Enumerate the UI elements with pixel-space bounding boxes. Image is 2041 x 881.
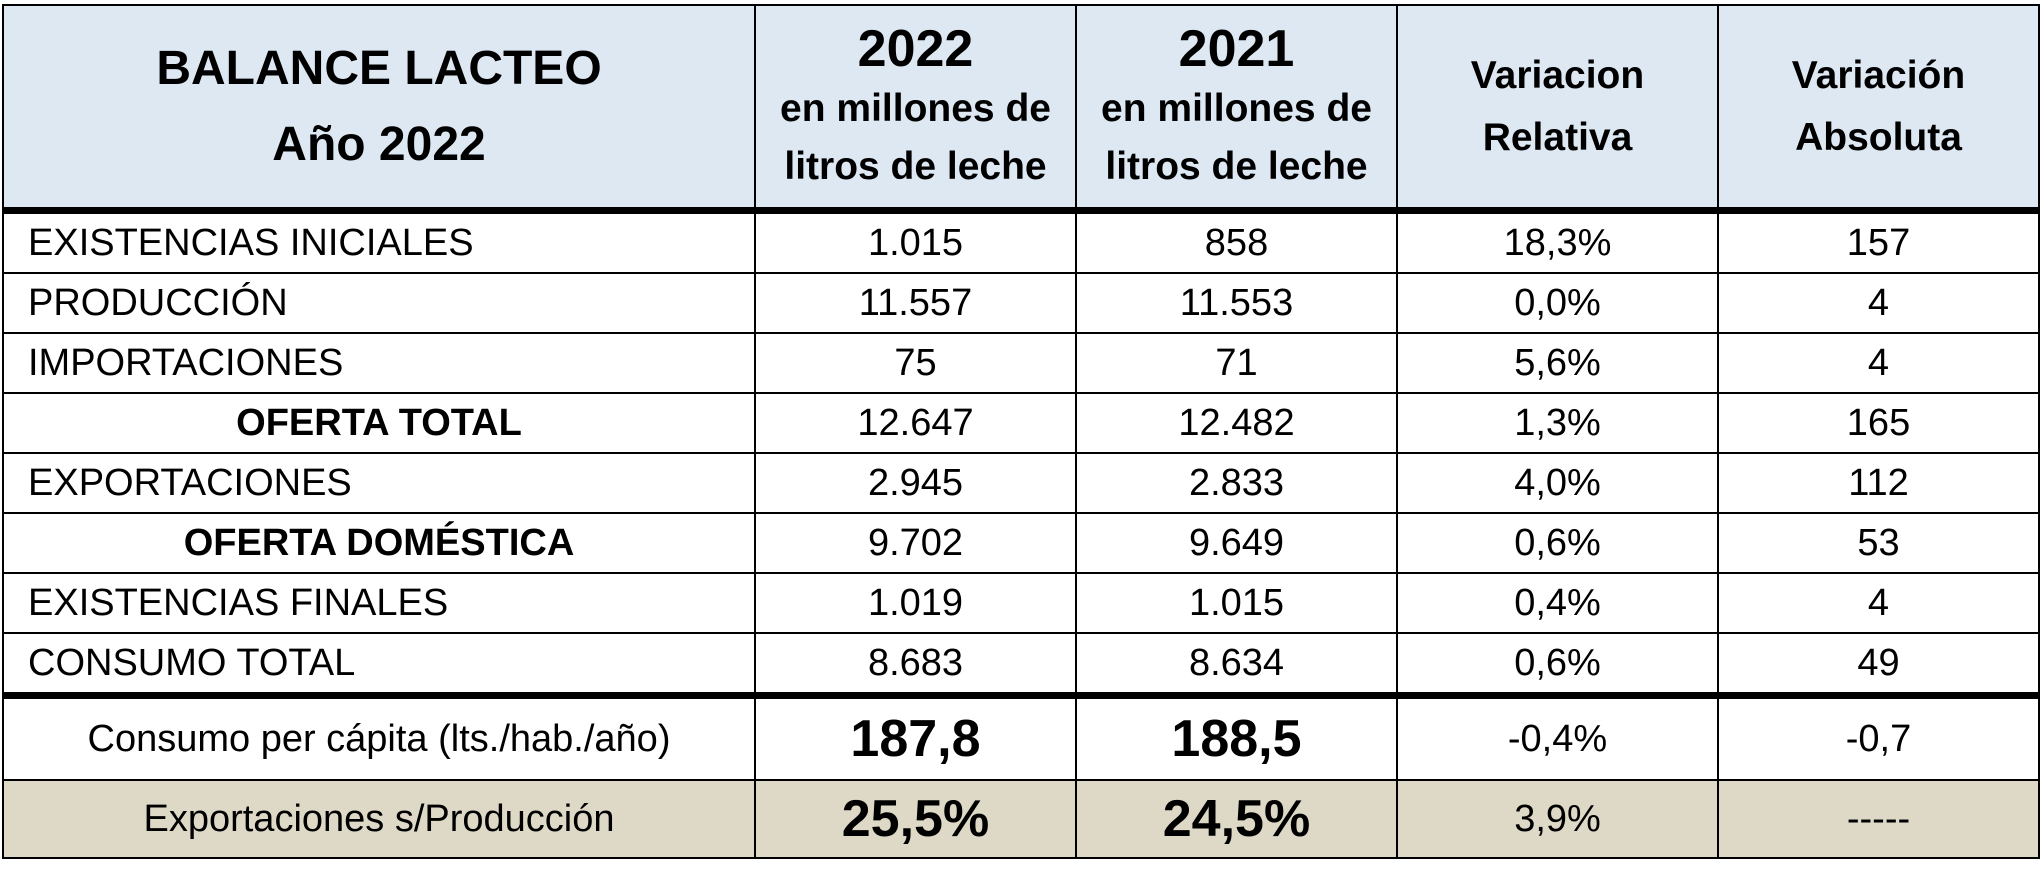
col-2021-unit-line1: en millones de xyxy=(1101,86,1372,130)
header-title-cell: BALANCE LACTEO Año 2022 xyxy=(2,4,756,214)
cell-var-rel: 1,3% xyxy=(1396,392,1719,454)
row-label: OFERTA DOMÉSTICA xyxy=(2,512,756,574)
cell-2022: 25,5% xyxy=(754,779,1077,859)
cell-var-abs: -0,7 xyxy=(1717,692,2040,781)
cell-var-rel: 4,0% xyxy=(1396,452,1719,514)
table-row-existencias-iniciales: EXISTENCIAS INICIALES 1.015 858 18,3% 15… xyxy=(2,209,2040,274)
header-var-abs-cell: Variación Absoluta xyxy=(1717,4,2040,214)
cell-var-abs: ----- xyxy=(1717,779,2040,859)
var-abs-line2: Absoluta xyxy=(1795,115,1962,159)
var-abs-line1: Variación xyxy=(1791,53,1966,97)
cell-var-rel: 0,4% xyxy=(1396,572,1719,634)
cell-2021: 9.649 xyxy=(1075,512,1398,574)
col-2021-unit-line2: litros de leche xyxy=(1105,144,1368,188)
cell-var-abs: 53 xyxy=(1717,512,2040,574)
table-row-importaciones: IMPORTACIONES 75 71 5,6% 4 xyxy=(2,332,2040,394)
cell-var-rel: 3,9% xyxy=(1396,779,1719,859)
cell-var-rel: 0,6% xyxy=(1396,512,1719,574)
header-row: BALANCE LACTEO Año 2022 2022 en millones… xyxy=(2,4,2040,214)
row-label: EXISTENCIAS FINALES xyxy=(2,572,756,634)
balance-lacteo-table-wrapper: BALANCE LACTEO Año 2022 2022 en millones… xyxy=(2,4,2040,859)
cell-var-rel: -0,4% xyxy=(1396,692,1719,781)
table-row-existencias-finales: EXISTENCIAS FINALES 1.019 1.015 0,4% 4 xyxy=(2,572,2040,634)
cell-2022: 12.647 xyxy=(754,392,1077,454)
table-row-oferta-total: OFERTA TOTAL 12.647 12.482 1,3% 165 xyxy=(2,392,2040,454)
cell-var-rel: 0,0% xyxy=(1396,272,1719,334)
row-label: EXPORTACIONES xyxy=(2,452,756,514)
table-row-exportaciones: EXPORTACIONES 2.945 2.833 4,0% 112 xyxy=(2,452,2040,514)
var-rel-line2: Relativa xyxy=(1482,115,1633,159)
table-row-exportaciones-produccion: Exportaciones s/Producción 25,5% 24,5% 3… xyxy=(2,779,2040,859)
cell-2021: 24,5% xyxy=(1075,779,1398,859)
table-row-oferta-domestica: OFERTA DOMÉSTICA 9.702 9.649 0,6% 53 xyxy=(2,512,2040,574)
cell-2021: 858 xyxy=(1075,209,1398,274)
cell-2022: 2.945 xyxy=(754,452,1077,514)
cell-var-abs: 112 xyxy=(1717,452,2040,514)
row-label: IMPORTACIONES xyxy=(2,332,756,394)
cell-2022: 9.702 xyxy=(754,512,1077,574)
table-title: BALANCE LACTEO xyxy=(156,41,602,95)
header-2021-cell: 2021 en millones de litros de leche xyxy=(1075,4,1398,214)
cell-2021: 12.482 xyxy=(1075,392,1398,454)
table-row-consumo-total: CONSUMO TOTAL 8.683 8.634 0,6% 49 xyxy=(2,632,2040,697)
header-var-rel-cell: Variacion Relativa xyxy=(1396,4,1719,214)
col-2022-year: 2022 xyxy=(857,19,974,78)
cell-2021: 188,5 xyxy=(1075,692,1398,781)
cell-var-abs: 4 xyxy=(1717,332,2040,394)
cell-var-abs: 165 xyxy=(1717,392,2040,454)
row-label: EXISTENCIAS INICIALES xyxy=(2,209,756,274)
table-subtitle: Año 2022 xyxy=(272,117,486,171)
row-label: Exportaciones s/Producción xyxy=(2,779,756,859)
row-label: Consumo per cápita (lts./hab./año) xyxy=(2,692,756,781)
col-2022-unit-line1: en millones de xyxy=(780,86,1051,130)
cell-var-abs: 157 xyxy=(1717,209,2040,274)
row-label: OFERTA TOTAL xyxy=(2,392,756,454)
cell-var-rel: 18,3% xyxy=(1396,209,1719,274)
cell-2021: 11.553 xyxy=(1075,272,1398,334)
col-2021-year: 2021 xyxy=(1178,19,1295,78)
row-label: CONSUMO TOTAL xyxy=(2,632,756,697)
cell-var-abs: 4 xyxy=(1717,572,2040,634)
cell-var-abs: 4 xyxy=(1717,272,2040,334)
header-2022-cell: 2022 en millones de litros de leche xyxy=(754,4,1077,214)
table-row-consumo-per-capita: Consumo per cápita (lts./hab./año) 187,8… xyxy=(2,692,2040,781)
table-row-produccion: PRODUCCIÓN 11.557 11.553 0,0% 4 xyxy=(2,272,2040,334)
cell-var-rel: 0,6% xyxy=(1396,632,1719,697)
cell-2021: 71 xyxy=(1075,332,1398,394)
cell-2022: 11.557 xyxy=(754,272,1077,334)
cell-2021: 8.634 xyxy=(1075,632,1398,697)
cell-2022: 1.019 xyxy=(754,572,1077,634)
balance-lacteo-table: BALANCE LACTEO Año 2022 2022 en millones… xyxy=(2,4,2040,859)
cell-var-rel: 5,6% xyxy=(1396,332,1719,394)
cell-2022: 75 xyxy=(754,332,1077,394)
cell-2021: 1.015 xyxy=(1075,572,1398,634)
var-rel-line1: Variacion xyxy=(1470,53,1645,97)
cell-2021: 2.833 xyxy=(1075,452,1398,514)
cell-2022: 187,8 xyxy=(754,692,1077,781)
row-label: PRODUCCIÓN xyxy=(2,272,756,334)
cell-2022: 1.015 xyxy=(754,209,1077,274)
col-2022-unit-line2: litros de leche xyxy=(784,144,1047,188)
cell-var-abs: 49 xyxy=(1717,632,2040,697)
cell-2022: 8.683 xyxy=(754,632,1077,697)
